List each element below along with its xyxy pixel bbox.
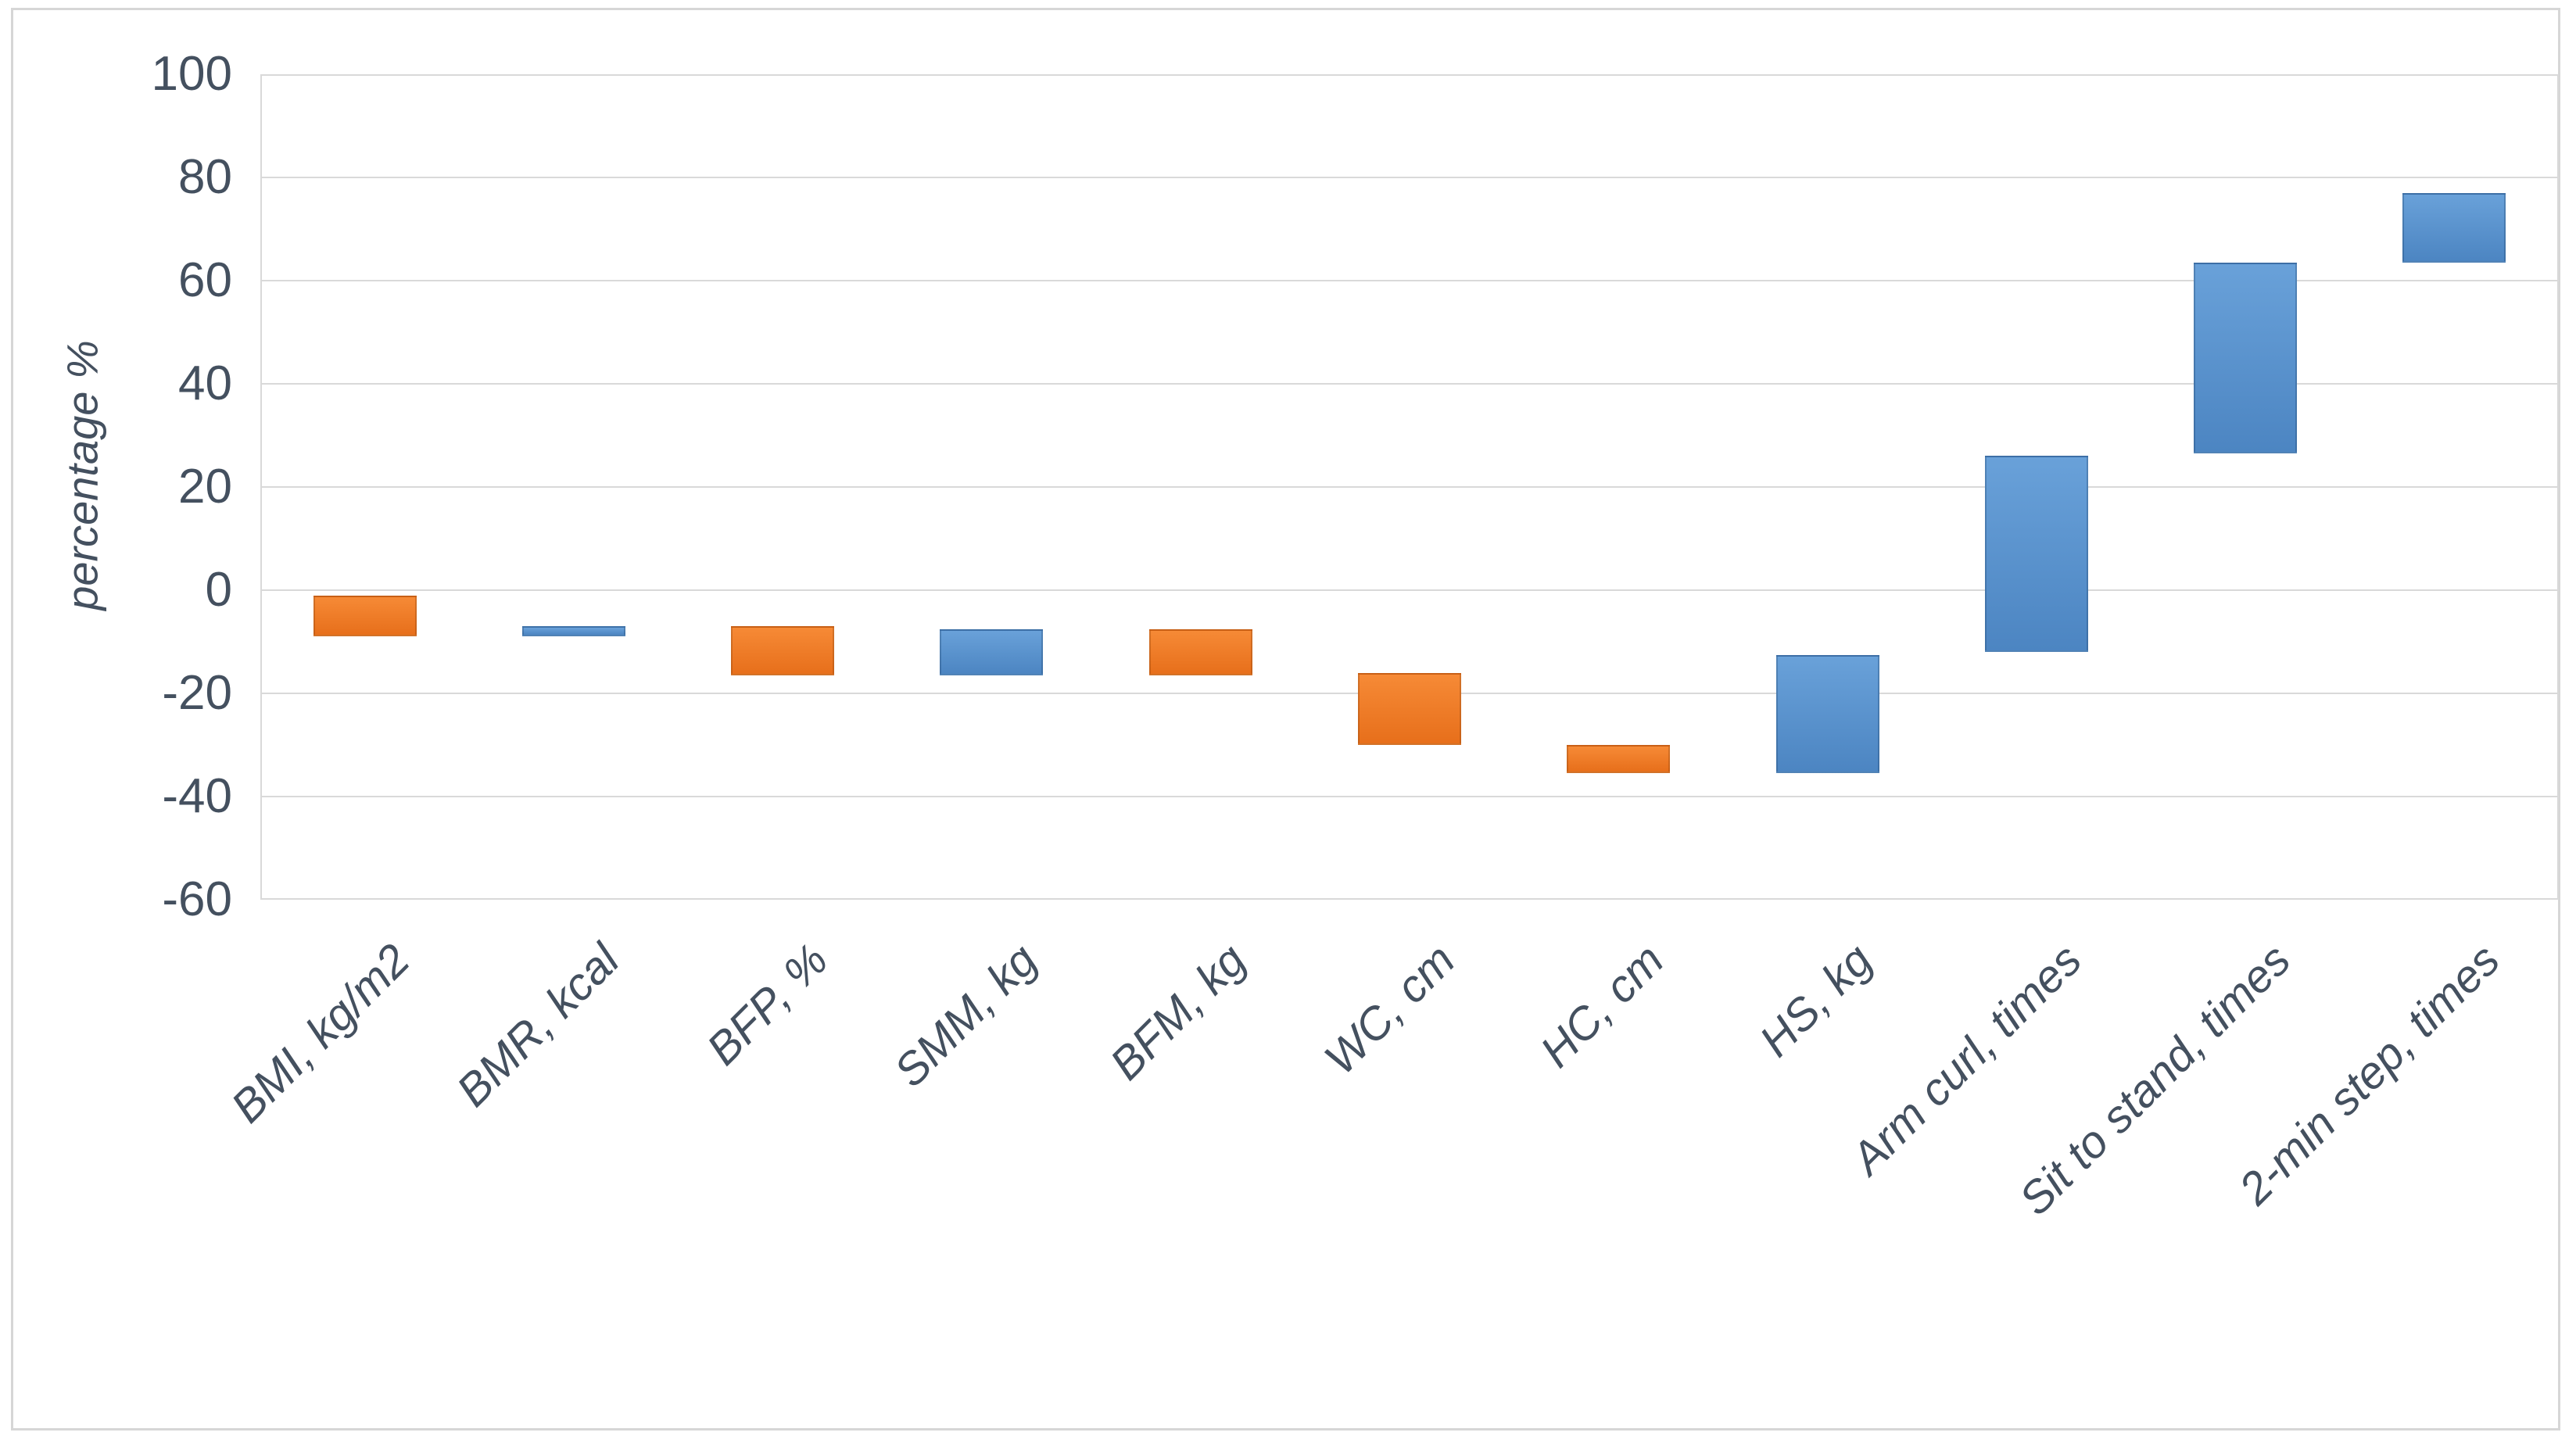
range-bar-9	[1984, 456, 2088, 653]
range-bar-11	[2402, 192, 2506, 263]
range-bar-6	[1358, 672, 1461, 745]
gridline-80	[260, 177, 2559, 178]
range-bar-8	[1775, 654, 1879, 774]
y-axis-tick-label--20: -20	[162, 666, 232, 720]
category-label-1: BMI, kg/m2	[221, 934, 420, 1133]
category-label-6: WC, cm	[1314, 934, 1465, 1085]
gridline--40	[260, 796, 2559, 797]
y-axis-tick-label--40: -40	[162, 769, 232, 823]
range-bar-1	[313, 595, 417, 637]
y-axis-tick-label-40: 40	[178, 356, 232, 410]
range-bar-4	[940, 628, 1044, 675]
y-axis-tick-label-20: 20	[178, 460, 232, 514]
y-axis-tick-label-60: 60	[178, 253, 232, 307]
y-axis-tick-label-0: 0	[205, 563, 232, 617]
gridline-60	[260, 280, 2559, 281]
category-label-2: BMR, kcal	[446, 934, 629, 1117]
range-bar-3	[731, 626, 835, 675]
category-label-8: HS, kg	[1750, 934, 1883, 1067]
category-label-7: HC, cm	[1530, 934, 1674, 1077]
gridline-20	[260, 486, 2559, 488]
range-bar-2	[521, 626, 625, 637]
gridline-40	[260, 383, 2559, 385]
y-axis-tick-label-80: 80	[178, 150, 232, 204]
y-axis-tick-label--60: -60	[162, 872, 232, 926]
range-bar-10	[2194, 262, 2298, 454]
range-bar-7	[1567, 745, 1671, 774]
gridline-0	[260, 589, 2559, 591]
category-label-3: BFP, %	[697, 934, 838, 1075]
category-label-5: BFM, kg	[1100, 934, 1256, 1090]
range-bar-5	[1148, 628, 1252, 675]
y-axis-tick-label-100: 100	[151, 47, 232, 101]
category-label-4: SMM, kg	[883, 934, 1047, 1097]
